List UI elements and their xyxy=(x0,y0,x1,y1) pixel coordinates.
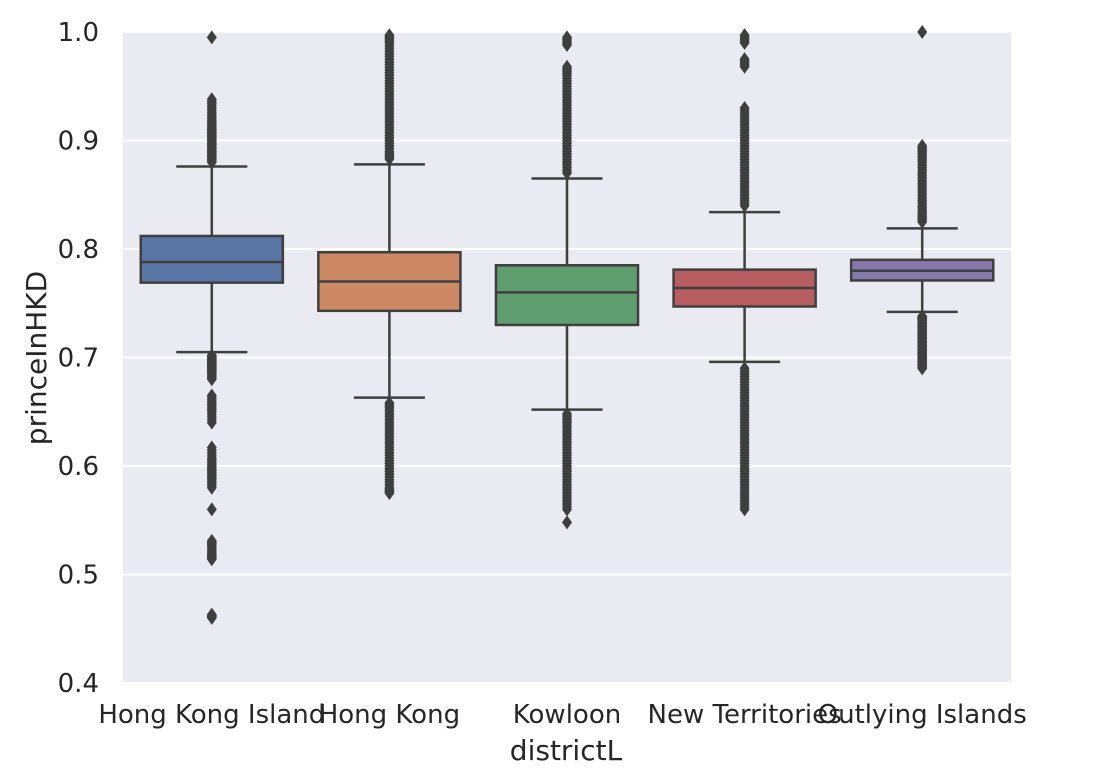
iqr-box xyxy=(494,264,640,327)
box-group xyxy=(849,25,995,376)
outlier-point xyxy=(206,92,217,107)
x-tick-label: Hong Kong Island xyxy=(98,700,325,730)
outlier-point xyxy=(562,30,572,45)
box-group xyxy=(139,30,285,625)
x-tick-label: Outlying Islands xyxy=(818,700,1027,730)
y-tick-label: 1.0 xyxy=(58,18,99,48)
y-tick-labels: 0.4 0.5 0.6 0.7 0.8 0.9 1.0 xyxy=(58,18,99,699)
box-group xyxy=(672,28,817,517)
outlier-point xyxy=(739,28,750,43)
outlier-point xyxy=(739,52,750,67)
outlier-point xyxy=(206,348,217,363)
outlier-point xyxy=(206,30,217,45)
outlier-point xyxy=(384,28,395,43)
y-tick-label: 0.4 xyxy=(58,669,99,699)
y-tick-label: 0.7 xyxy=(58,344,99,374)
outlier-point xyxy=(562,515,572,530)
outlier-point xyxy=(206,440,217,455)
outlier-point xyxy=(206,607,217,622)
x-axis-label: districtL xyxy=(510,734,623,767)
outlier-point xyxy=(562,59,572,74)
outlier-point xyxy=(739,361,750,376)
y-tick-label: 0.6 xyxy=(58,452,99,482)
x-tick-label: New Territories xyxy=(648,700,842,730)
boxes-layer xyxy=(139,25,995,625)
x-tick-label: Hong Kong xyxy=(319,700,460,730)
outlier-point xyxy=(206,502,217,517)
outlier-point xyxy=(739,100,750,115)
outlier-point xyxy=(206,533,217,548)
x-tick-label: Kowloon xyxy=(513,700,621,730)
box-group xyxy=(494,30,640,530)
outlier-point xyxy=(206,388,217,403)
y-tick-label: 0.8 xyxy=(58,235,99,265)
outlier-point xyxy=(917,138,928,153)
y-axis-label: princeInHKD xyxy=(20,271,53,445)
outlier-point xyxy=(917,309,928,324)
iqr-box xyxy=(139,234,285,284)
outlier-point xyxy=(384,396,395,411)
outlier-point xyxy=(562,406,572,421)
y-tick-label: 0.9 xyxy=(58,127,99,157)
outlier-point xyxy=(917,25,928,39)
box-group xyxy=(317,28,462,501)
y-tick-label: 0.5 xyxy=(58,561,99,591)
